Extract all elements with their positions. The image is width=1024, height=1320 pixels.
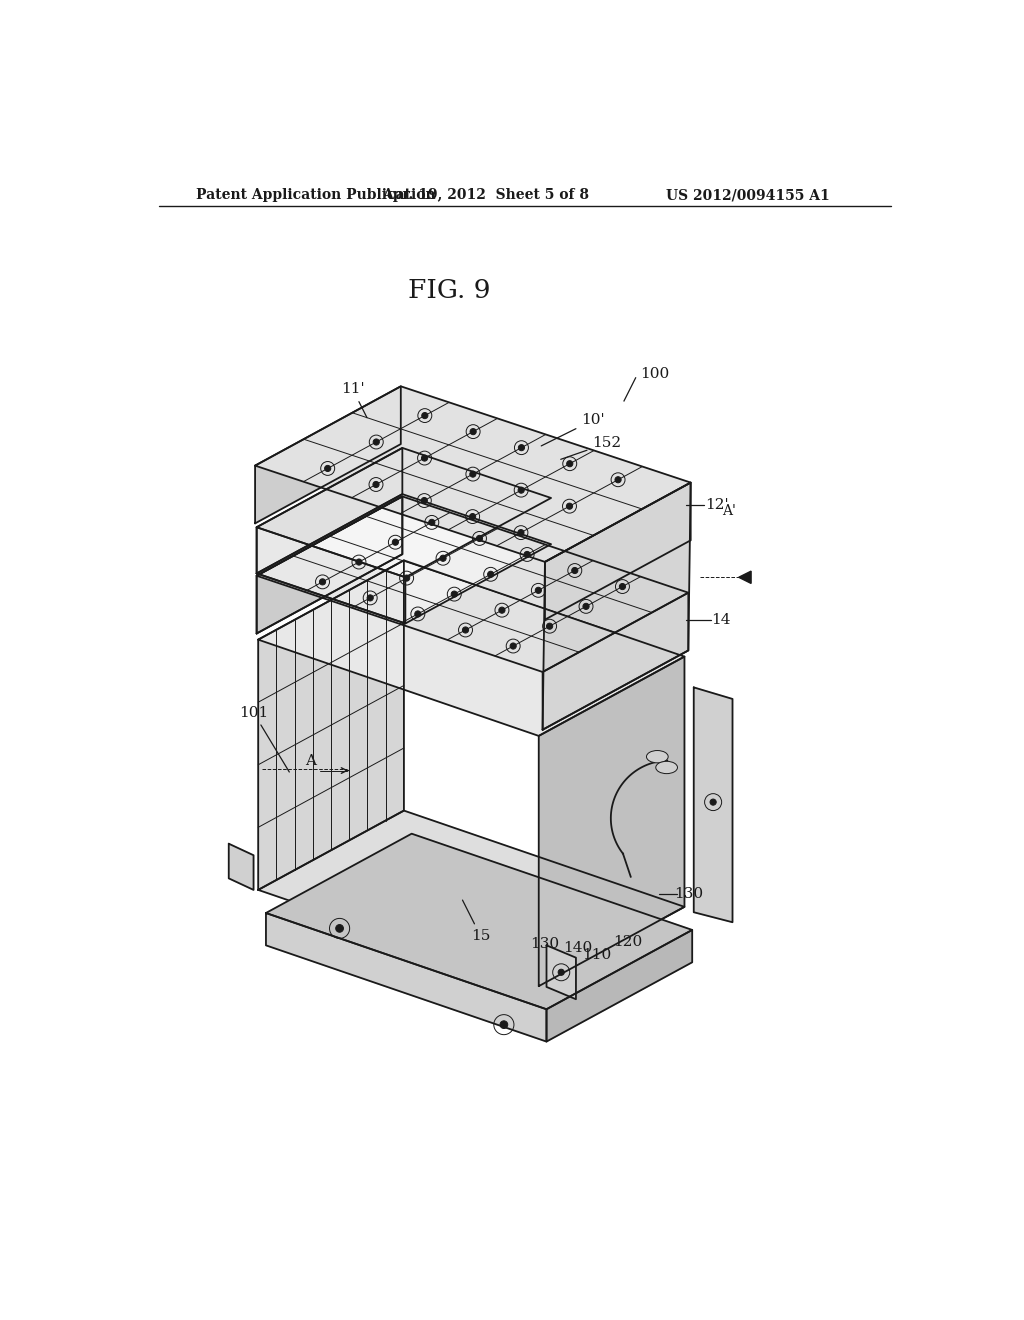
Text: A': A' [722,504,735,517]
Text: 120: 120 [613,936,642,949]
Polygon shape [543,593,688,730]
Polygon shape [258,561,403,890]
Polygon shape [547,929,692,1041]
Circle shape [518,445,524,450]
Polygon shape [693,688,732,923]
Text: 152: 152 [561,437,622,459]
Circle shape [470,513,476,520]
Polygon shape [738,572,751,583]
Ellipse shape [646,751,669,763]
Text: Apr. 19, 2012  Sheet 5 of 8: Apr. 19, 2012 Sheet 5 of 8 [383,189,590,202]
Polygon shape [543,483,690,730]
Circle shape [510,643,516,649]
Circle shape [500,1020,508,1028]
Circle shape [518,487,524,494]
Polygon shape [266,913,547,1041]
Text: A: A [305,754,316,768]
Text: 15: 15 [463,900,490,942]
Polygon shape [228,843,254,890]
Circle shape [373,440,379,445]
Circle shape [710,799,716,805]
Circle shape [319,578,326,585]
Circle shape [571,568,578,574]
Circle shape [421,498,427,504]
Circle shape [558,969,564,975]
Polygon shape [255,387,690,562]
Text: 14: 14 [711,614,731,627]
Text: 10': 10' [542,413,605,446]
Circle shape [367,595,374,601]
Text: 100: 100 [640,367,670,381]
Circle shape [499,607,505,614]
Text: Patent Application Publication: Patent Application Publication [197,189,436,202]
Circle shape [547,623,553,630]
Circle shape [583,603,589,610]
Circle shape [518,529,524,536]
Circle shape [415,611,421,616]
Text: US 2012/0094155 A1: US 2012/0094155 A1 [666,189,829,202]
Polygon shape [258,561,684,737]
Circle shape [487,572,494,577]
Polygon shape [257,447,551,577]
Polygon shape [257,496,688,672]
Circle shape [463,627,469,634]
Polygon shape [257,527,406,623]
Text: 130: 130 [530,937,559,950]
Polygon shape [545,483,690,619]
Circle shape [566,503,572,510]
Circle shape [356,558,362,565]
Text: 110: 110 [583,948,611,962]
Circle shape [476,536,482,541]
Text: 140: 140 [563,941,592,954]
Circle shape [452,591,458,597]
Circle shape [422,455,428,461]
Circle shape [336,924,343,932]
Text: FIG. 9: FIG. 9 [409,279,490,304]
Circle shape [422,413,428,418]
Circle shape [536,587,542,594]
Polygon shape [255,387,400,524]
Polygon shape [539,656,684,986]
Polygon shape [258,810,684,986]
Polygon shape [257,496,402,634]
Circle shape [373,482,379,487]
Polygon shape [547,945,575,999]
Circle shape [325,466,331,471]
Polygon shape [266,834,692,1010]
Circle shape [470,429,476,434]
Circle shape [392,539,398,545]
Circle shape [470,471,476,478]
Circle shape [440,556,446,561]
Circle shape [620,583,626,590]
Circle shape [615,477,622,483]
Circle shape [566,461,572,467]
Text: 130: 130 [674,887,702,900]
Text: 11': 11' [341,383,367,417]
Polygon shape [257,447,402,573]
Circle shape [524,552,530,557]
Circle shape [403,576,410,581]
Polygon shape [257,496,402,634]
Text: 12': 12' [706,498,729,512]
Circle shape [429,519,435,525]
Ellipse shape [655,762,678,774]
Polygon shape [257,494,551,623]
Text: 101: 101 [239,706,290,772]
